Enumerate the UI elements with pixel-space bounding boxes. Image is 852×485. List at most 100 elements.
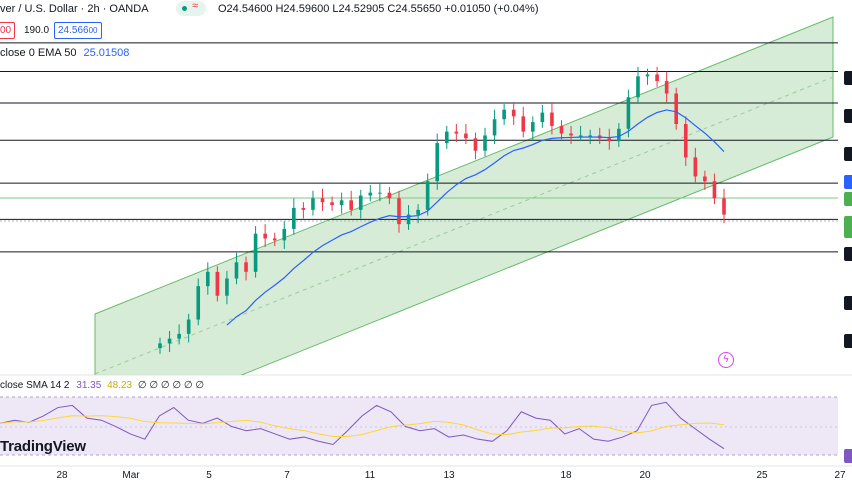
candle-body xyxy=(683,124,688,158)
candle-body xyxy=(626,97,631,129)
candle-body xyxy=(272,238,277,241)
candle-body xyxy=(655,74,659,82)
candle-body xyxy=(158,343,162,349)
x-axis-label: 11 xyxy=(364,470,376,481)
candle-body xyxy=(320,198,325,203)
candle-body xyxy=(387,192,392,199)
rsi-placeholders: ∅ ∅ ∅ ∅ ∅ ∅ xyxy=(137,380,205,391)
buy-price-suffix: 00 xyxy=(88,26,98,35)
candle-body xyxy=(502,109,506,120)
candle-body xyxy=(425,181,430,210)
candle-body xyxy=(521,116,526,132)
candle-body xyxy=(205,271,210,287)
candle-body xyxy=(186,319,191,334)
ema-label: close 0 EMA 50 xyxy=(0,47,77,59)
candle-body xyxy=(349,200,353,210)
candle-body xyxy=(607,138,612,142)
x-axis-label: 7 xyxy=(284,470,290,481)
price-tag-level xyxy=(844,147,852,161)
rsi-value: 31.35 xyxy=(76,380,102,391)
buy-price-box[interactable]: 24.56600 xyxy=(54,22,102,39)
candle-body xyxy=(492,119,497,136)
market-open-dot-icon xyxy=(182,6,187,11)
parallel-channel xyxy=(94,16,834,375)
candle-body xyxy=(234,262,239,279)
price-tag-channel xyxy=(844,192,852,206)
candle-body xyxy=(215,271,220,296)
spread-value: 190.0 xyxy=(24,25,50,36)
candle-body xyxy=(664,81,669,94)
candle-body xyxy=(368,192,373,196)
candle-body xyxy=(540,112,545,123)
ema-50-line xyxy=(226,109,725,326)
candle-body xyxy=(464,133,468,139)
candle-body xyxy=(636,76,640,98)
market-status-badge[interactable]: ≈ xyxy=(176,0,206,16)
rsi-band xyxy=(0,397,838,455)
price-tag-level xyxy=(844,71,852,85)
candle-body xyxy=(550,112,554,126)
rsi-line xyxy=(0,401,725,450)
x-axis-label: 20 xyxy=(639,470,651,481)
price-tag-level xyxy=(844,296,852,310)
candle-body xyxy=(339,200,344,206)
candle-body xyxy=(578,135,583,137)
price-tag-level xyxy=(844,109,852,123)
x-axis-label: 18 xyxy=(560,470,572,481)
ema-legend: close 0 EMA 50 25.01508 xyxy=(0,47,129,59)
candle-body xyxy=(253,233,258,272)
ema-value: 25.01508 xyxy=(83,47,130,59)
rsi-sma-line xyxy=(0,415,725,437)
candle-body xyxy=(617,128,621,142)
candle-body xyxy=(511,109,516,117)
candle-body xyxy=(645,74,650,77)
sell-price-value: 00 xyxy=(0,25,12,36)
x-axis-label: 28 xyxy=(56,470,68,481)
candle-body xyxy=(435,143,440,182)
candle-body xyxy=(292,207,296,229)
rsi-sma-value: 48.23 xyxy=(107,380,133,391)
price-tag-current xyxy=(844,216,852,238)
buy-price-value: 24.566 xyxy=(58,25,89,36)
price-tag-ema xyxy=(844,175,852,189)
price-tag-level xyxy=(844,334,852,348)
candle-body xyxy=(196,286,201,320)
tradingview-logo: TradingView xyxy=(0,438,86,455)
rsi-label: close SMA 14 2 xyxy=(0,380,70,391)
candle-body xyxy=(244,262,248,272)
candle-body xyxy=(311,198,315,210)
candle-body xyxy=(416,209,420,215)
candle-body xyxy=(703,176,707,182)
candle-body xyxy=(588,135,592,137)
candle-body xyxy=(301,207,306,210)
candle-body xyxy=(225,278,229,296)
candle-body xyxy=(674,93,679,124)
candle-body xyxy=(473,138,478,151)
x-axis-label: 25 xyxy=(756,470,768,481)
candle-body xyxy=(167,338,172,344)
candle-body xyxy=(406,214,411,225)
candle-body xyxy=(378,192,382,194)
candle-body xyxy=(444,131,449,144)
x-axis-label: 27 xyxy=(834,470,846,481)
sell-price-box[interactable]: 00 xyxy=(0,22,16,39)
candle-body xyxy=(569,133,573,136)
price-tag-rsi xyxy=(844,449,852,463)
x-axis-label: 13 xyxy=(443,470,455,481)
candle-body xyxy=(722,198,726,215)
candle-body xyxy=(693,157,698,177)
ohlc-readout: O24.54600 H24.59600 L24.52905 C24.55650 … xyxy=(218,3,539,15)
candle-body xyxy=(712,181,717,199)
rsi-legend: close SMA 14 2 31.35 48.23 ∅ ∅ ∅ ∅ ∅ ∅ xyxy=(0,380,204,391)
flash-icon[interactable]: ϟ xyxy=(718,352,734,368)
candle-body xyxy=(483,135,487,151)
candle-body xyxy=(397,198,401,225)
candle-body xyxy=(358,195,363,210)
candle-body xyxy=(559,125,564,134)
x-axis-label: 5 xyxy=(206,470,212,481)
candle-body xyxy=(531,122,535,132)
x-axis-label: Mar xyxy=(122,470,140,481)
candle-body xyxy=(282,228,287,241)
candle-body xyxy=(454,131,459,134)
